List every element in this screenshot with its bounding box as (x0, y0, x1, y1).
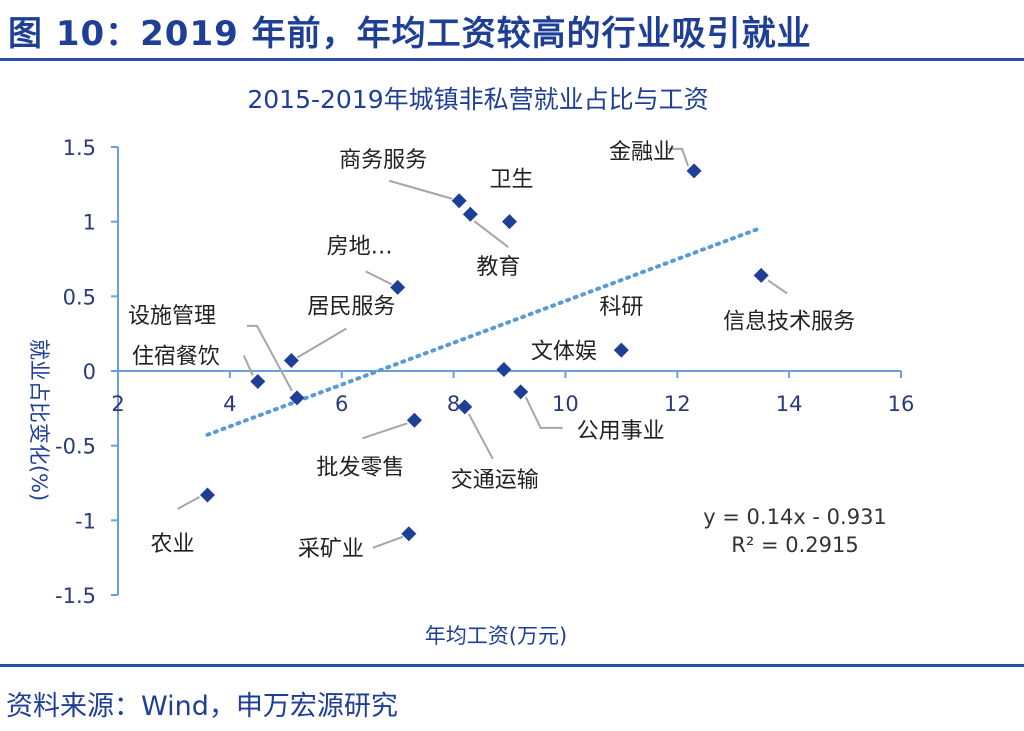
point-label: 住宿餐饮 (132, 344, 220, 369)
y-tick-label: 0 (83, 360, 96, 384)
data-point (283, 353, 299, 369)
data-point (513, 384, 529, 400)
leader-line (467, 413, 494, 460)
leader-line (388, 179, 453, 200)
axes (111, 146, 902, 596)
x-tick-label: 6 (335, 392, 348, 416)
data-point (451, 193, 467, 209)
point-label: 商务服务 (339, 148, 427, 173)
leader-line (372, 535, 404, 549)
x-tick-label: 4 (223, 392, 236, 416)
point-label: 信息技术服务 (723, 309, 855, 334)
y-tick-label: 0.5 (63, 285, 96, 309)
y-tick-label: -0.5 (55, 435, 96, 459)
point-label: 采矿业 (298, 537, 364, 562)
trend-equation: y = 0.14x - 0.931 (703, 505, 887, 529)
leader-line (473, 220, 509, 248)
point-label: 科研 (599, 295, 643, 320)
top-divider (0, 58, 1024, 61)
data-point (406, 412, 422, 428)
x-tick-label: 12 (664, 392, 691, 416)
point-label: 居民服务 (307, 295, 395, 320)
data-point (199, 487, 215, 503)
point-label: 教育 (476, 255, 520, 280)
y-axis-title: 就业占比变化(%) (27, 339, 51, 501)
point-label: 金融业 (609, 140, 675, 165)
leader-line (296, 327, 347, 359)
point-label: 文体娱 (531, 340, 597, 365)
point-label: 公用事业 (577, 419, 665, 444)
leader-line (177, 496, 200, 510)
figure-title: 图 10：2019 年前，年均工资较高的行业吸引就业 (8, 14, 812, 54)
leader-line (246, 324, 293, 392)
y-tick-label: -1 (75, 509, 96, 533)
scatter-chart: 2015-2019年城镇非私营就业占比与工资 2 4 6 8 10 12 14 161.510… (27, 85, 914, 648)
source-note: 资料来源：Wind，申万宏源研究 (6, 691, 398, 722)
data-point (686, 163, 702, 179)
leader-line (365, 270, 393, 286)
point-label: 批发零售 (316, 455, 404, 480)
leader-line (524, 396, 563, 429)
x-tick-label: 2 (111, 392, 124, 416)
data-point (289, 390, 305, 406)
point-label: 交通运输 (451, 468, 539, 493)
point-label: 房地… (327, 234, 393, 259)
leader-lines (177, 147, 788, 549)
data-point (401, 526, 417, 542)
point-label: 农业 (150, 532, 194, 557)
data-point (753, 267, 769, 283)
y-tick-label: 1.5 (63, 136, 96, 160)
x-tick-label: 16 (888, 392, 915, 416)
point-label: 设施管理 (128, 304, 216, 329)
chart-title: 2015-2019年城镇非私营就业占比与工资 (247, 85, 708, 114)
leader-line (666, 147, 690, 167)
data-point (496, 362, 512, 378)
x-tick-label: 10 (552, 392, 579, 416)
leader-line (362, 422, 408, 440)
y-tick-label: 1 (83, 211, 96, 235)
x-tick-label: 8 (447, 392, 460, 416)
data-point (502, 214, 517, 230)
data-point (390, 279, 406, 295)
r-squared: R² = 0.2915 (731, 533, 858, 557)
data-points (199, 163, 769, 542)
data-point (613, 342, 629, 358)
point-label: 卫生 (489, 168, 533, 193)
leader-line (767, 279, 788, 295)
x-axis-title: 年均工资(万元) (425, 624, 567, 648)
x-tick-label: 14 (776, 392, 803, 416)
data-point (457, 399, 473, 415)
data-point (250, 373, 266, 389)
data-point (462, 206, 478, 222)
tick-labels: 2 4 6 8 10 12 14 16 1.5 1 0.5 0 -0.5 -1 -1.5 (55, 136, 914, 608)
bottom-divider (0, 664, 1024, 667)
y-tick-label: -1.5 (55, 584, 96, 608)
leader-line (242, 355, 254, 376)
